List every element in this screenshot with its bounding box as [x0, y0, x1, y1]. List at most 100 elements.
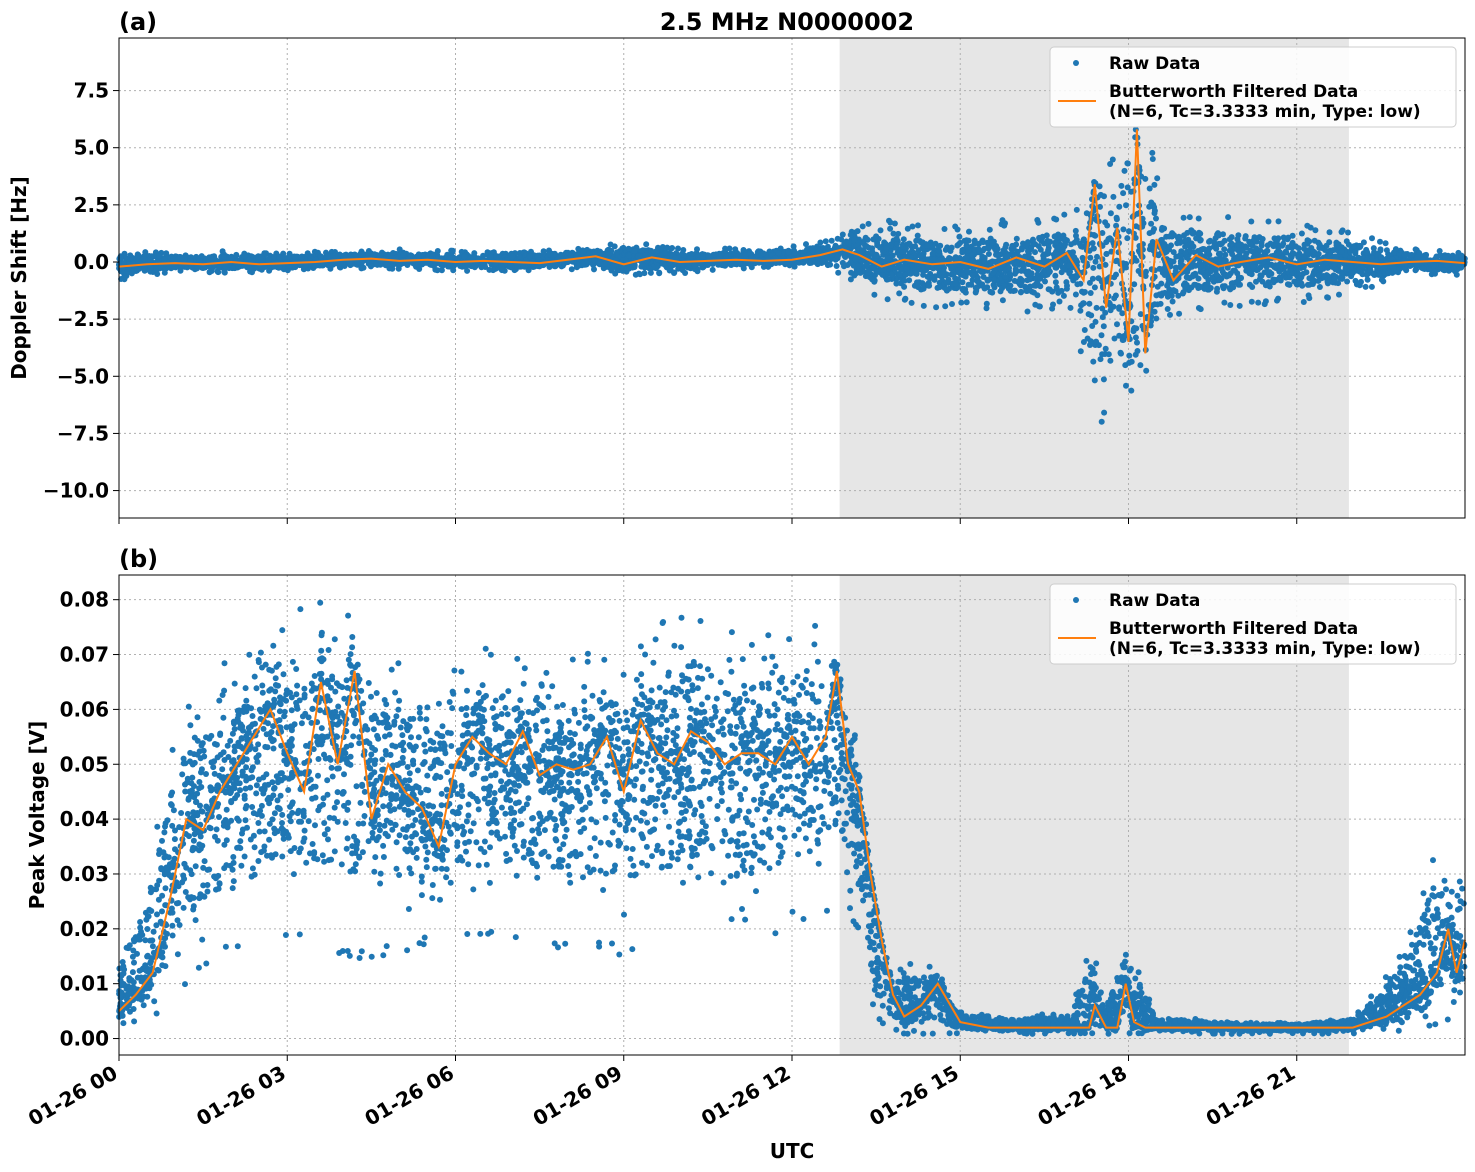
- raw-data-point: [1369, 235, 1375, 242]
- raw-data-point: [1058, 269, 1065, 276]
- raw-data-point: [1263, 264, 1270, 270]
- raw-data-point: [890, 230, 897, 237]
- raw-data-point: [1221, 299, 1228, 306]
- raw-data-point: [1009, 242, 1016, 249]
- raw-data-point: [1146, 185, 1153, 192]
- raw-data-point: [1304, 222, 1311, 229]
- raw-data-point: [1004, 253, 1011, 260]
- raw-data-point: [1109, 156, 1116, 163]
- raw-data-point: [1035, 219, 1042, 226]
- raw-data-point: [1100, 376, 1107, 383]
- raw-data-point: [1382, 240, 1389, 247]
- raw-data-point: [1123, 202, 1129, 209]
- raw-data-point: [1143, 367, 1150, 374]
- raw-data-point: [891, 220, 898, 227]
- raw-data-point: [1436, 248, 1443, 254]
- raw-data-point: [1116, 203, 1123, 210]
- raw-data-point: [1151, 301, 1158, 308]
- raw-data-point: [1096, 183, 1103, 190]
- raw-data-point: [1001, 222, 1008, 229]
- raw-data-point: [1211, 239, 1218, 246]
- raw-data-point: [1118, 350, 1124, 357]
- raw-data-point: [653, 248, 660, 255]
- raw-data-point: [1132, 334, 1139, 341]
- raw-data-point: [1099, 305, 1106, 312]
- raw-data-point: [981, 285, 988, 292]
- raw-data-point: [1149, 149, 1156, 156]
- raw-data-point: [1458, 252, 1465, 259]
- raw-data-point: [1352, 248, 1359, 255]
- raw-data-point: [1274, 297, 1280, 304]
- raw-data-point: [438, 267, 445, 274]
- raw-data-point: [1221, 246, 1228, 253]
- raw-data-point: [156, 253, 162, 259]
- raw-data-point: [1213, 245, 1220, 252]
- raw-data-point: [913, 237, 920, 244]
- raw-data-point: [1099, 314, 1106, 321]
- raw-data-point: [839, 231, 846, 238]
- raw-data-point: [871, 291, 878, 298]
- raw-data-point: [1128, 358, 1135, 365]
- raw-data-point: [647, 269, 654, 276]
- raw-data-point: [1056, 298, 1063, 305]
- raw-data-point: [912, 243, 919, 250]
- raw-data-point: [1195, 215, 1202, 222]
- raw-data-point: [817, 239, 824, 246]
- raw-data-point: [1112, 292, 1119, 299]
- raw-data-point: [851, 272, 858, 279]
- raw-data-point: [803, 241, 809, 248]
- raw-data-point: [1276, 249, 1283, 256]
- raw-data-point: [1258, 272, 1265, 279]
- raw-data-point: [822, 238, 829, 245]
- raw-data-point: [1258, 242, 1265, 249]
- raw-data-point: [1100, 323, 1107, 330]
- raw-data-point: [1158, 280, 1165, 287]
- raw-data-point: [1089, 240, 1096, 247]
- raw-data-point: [1030, 236, 1036, 243]
- raw-data-point: [949, 301, 955, 307]
- raw-data-point: [1332, 253, 1339, 260]
- raw-data-point: [1282, 248, 1289, 255]
- raw-data-point: [959, 272, 966, 279]
- raw-data-point: [1225, 214, 1232, 221]
- raw-data-point: [1011, 277, 1018, 284]
- raw-data-point: [841, 252, 848, 259]
- raw-data-point: [958, 299, 965, 306]
- raw-data-point: [1133, 257, 1140, 264]
- raw-data-point: [1217, 241, 1224, 248]
- raw-data-point: [894, 241, 900, 248]
- raw-data-point: [1072, 291, 1079, 298]
- raw-data-point: [942, 303, 949, 310]
- raw-data-point: [909, 223, 916, 230]
- raw-data-point: [1107, 357, 1114, 364]
- raw-data-point: [901, 283, 908, 290]
- raw-data-point: [1208, 268, 1215, 275]
- raw-data-point: [1154, 175, 1161, 182]
- raw-data-point: [1250, 264, 1257, 270]
- raw-data-point: [1176, 310, 1183, 317]
- raw-data-point: [1087, 254, 1094, 261]
- raw-data-point: [877, 227, 884, 234]
- raw-data-point: [1037, 275, 1044, 282]
- raw-data-point: [1158, 226, 1165, 233]
- raw-data-point: [1280, 240, 1287, 247]
- raw-data-point: [635, 270, 642, 277]
- raw-data-point: [1203, 273, 1210, 280]
- raw-data-point: [1090, 245, 1097, 252]
- raw-data-point: [966, 228, 972, 235]
- raw-data-point: [884, 296, 891, 303]
- raw-data-point: [1300, 299, 1307, 305]
- raw-data-point: [1073, 232, 1079, 239]
- raw-data-point: [1267, 240, 1274, 247]
- raw-data-point: [1216, 277, 1223, 284]
- raw-data-point: [1091, 179, 1098, 185]
- raw-data-point: [1377, 238, 1383, 245]
- raw-data-point: [1124, 184, 1131, 191]
- raw-data-point: [1186, 214, 1193, 221]
- raw-data-point: [1114, 321, 1120, 328]
- raw-data-point: [1026, 276, 1033, 283]
- raw-data-point: [1157, 300, 1164, 307]
- raw-data-point: [1284, 281, 1291, 288]
- raw-data-point: [1147, 242, 1154, 249]
- raw-data-point: [1071, 254, 1078, 261]
